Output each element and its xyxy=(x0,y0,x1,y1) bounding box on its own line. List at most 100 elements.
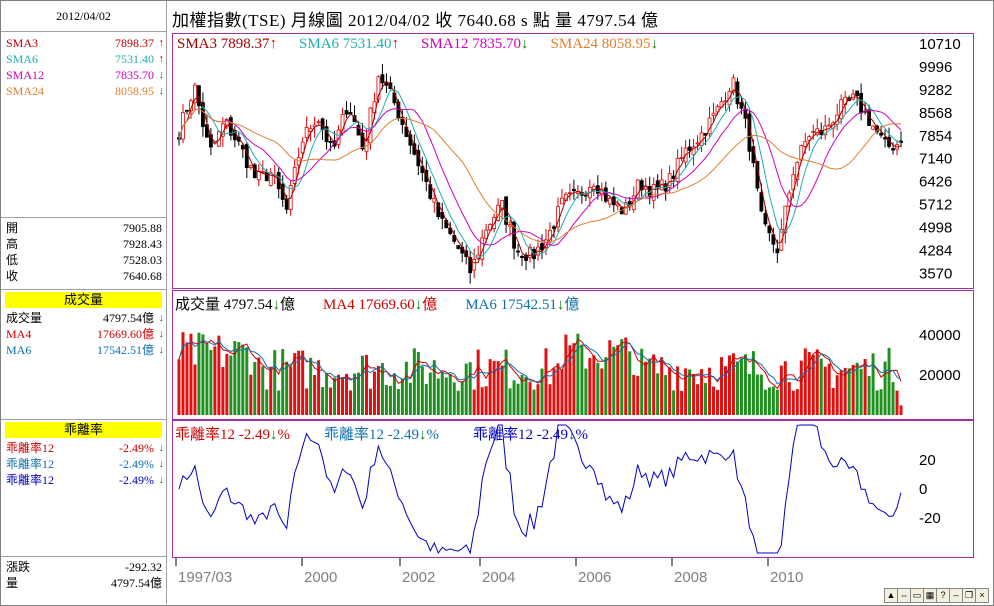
volume-panel[interactable]: 40000 20000 成交量 4797.54↓億 MA4 17669.60↓億 MA… xyxy=(172,290,974,420)
volume-bar xyxy=(712,386,716,415)
arrow-down-icon: ↓ xyxy=(158,85,165,97)
volume-ma6-line xyxy=(178,339,902,385)
candle-body xyxy=(260,171,265,173)
volume-bar xyxy=(871,353,875,415)
volume-row: 成交量 4797.54億 ↓ xyxy=(1,310,166,326)
volume-bar xyxy=(265,389,269,415)
legend-suffix: 億 xyxy=(422,297,438,313)
candle-body xyxy=(655,180,660,189)
ohlc-row-label: 低 xyxy=(6,253,19,267)
help-icon[interactable]: ? xyxy=(936,588,950,603)
window-icon[interactable]: ▭ xyxy=(910,588,924,603)
sma-row: SMA6 7531.40 ↑ xyxy=(1,51,166,67)
candle-body xyxy=(356,124,361,136)
volume-bar xyxy=(388,385,392,415)
arrow-down-icon: ↓ xyxy=(272,297,281,313)
legend-item: 乖離率12 -2.49↓% xyxy=(473,427,588,443)
volume-bar xyxy=(233,341,237,415)
volume-bar xyxy=(480,387,484,415)
volume-bar xyxy=(293,353,297,415)
arrow-down-icon: ↓ xyxy=(270,427,278,443)
volume-chart: 40000 20000 xyxy=(177,327,961,415)
volume-bar xyxy=(297,350,301,415)
volume-bar xyxy=(803,348,807,415)
volume-bar xyxy=(516,383,520,415)
minimize-icon[interactable]: – xyxy=(949,588,963,603)
bias-line xyxy=(178,424,902,555)
close-icon[interactable]: × xyxy=(975,588,989,603)
legend-text: MA6 17542.51 xyxy=(465,297,557,313)
bias-row: 乖離率12 -2.49% ↓ xyxy=(1,472,166,488)
x-tick-label: 2002 xyxy=(402,569,435,586)
candle-body xyxy=(344,110,349,115)
zoom-icon[interactable]: ▲ xyxy=(884,588,898,603)
volume-bar xyxy=(620,339,624,415)
legend-item: SMA3 7898.37↑ xyxy=(177,36,277,52)
volume-bar xyxy=(684,368,688,415)
candle-body xyxy=(264,171,269,182)
volume-bar xyxy=(879,389,883,415)
legend-text: 乖離率12 -2.49 xyxy=(175,427,270,443)
volume-bar xyxy=(763,389,767,415)
candle-body xyxy=(591,185,596,190)
arrow-down-icon: ↓ xyxy=(419,427,427,443)
candle-body xyxy=(328,141,333,143)
volume-bar xyxy=(460,381,464,415)
volume-bar xyxy=(731,353,735,415)
ohlc-row: 低 7528.03 xyxy=(1,252,166,268)
candle-body xyxy=(811,131,816,133)
volume-bar xyxy=(600,368,604,415)
volume-bar xyxy=(899,405,903,415)
info-panel: 2012/04/02 SMA3 7898.37 ↑ SMA6 7531.40 ↑ SMA12… xyxy=(1,1,167,604)
candle-body xyxy=(516,250,520,253)
candle-body xyxy=(639,180,644,191)
bias-panel[interactable]: 20 0 -20 乖離率12 -2.49↓% 乖離率12 -2.49↓% 乖離率12 -… xyxy=(172,420,974,558)
volume-bar xyxy=(700,369,704,415)
arrow-up-icon: ↑ xyxy=(158,53,165,65)
price-panel[interactable]: 10710 9996 9282 8568 7854 7140 6426 5712 4998 428… xyxy=(172,33,974,289)
volume-bar xyxy=(213,346,217,415)
candle-body xyxy=(871,125,875,130)
scroll-icon[interactable]: ⇔ xyxy=(897,588,911,603)
candle-body xyxy=(376,76,381,100)
volume-bar xyxy=(404,361,408,415)
legend-text: 乖離率12 -2.49 xyxy=(324,427,419,443)
volume-bar xyxy=(580,344,584,415)
volume-bar xyxy=(727,355,731,415)
calendar-icon[interactable]: ▦ xyxy=(923,588,937,603)
volume-row-label: MA6 xyxy=(6,343,32,357)
sma-row-label: SMA24 xyxy=(6,84,45,98)
candle-body xyxy=(360,132,365,150)
price-legend: SMA3 7898.37↑ SMA6 7531.40↑ SMA12 7835.70↓… xyxy=(177,36,680,53)
arrow-up-icon: ↑ xyxy=(158,37,165,49)
candle-body xyxy=(807,136,812,141)
volume-bar xyxy=(400,378,404,415)
bias-box: 乖離率 乖離率12 -2.49% ↓ 乖離率12 -2.49% ↓ 乖離率12 -2.49% ↓ xyxy=(1,420,166,557)
candle-body xyxy=(520,255,524,258)
ohlc-row-value: 7640.68 xyxy=(123,269,162,283)
candle-body xyxy=(300,141,305,154)
candle-body xyxy=(572,188,576,192)
volume-bar xyxy=(676,366,680,415)
volume-bar xyxy=(261,366,265,415)
bias-row-label: 乖離率12 xyxy=(6,457,55,471)
candle-body xyxy=(320,118,325,131)
volume-bar xyxy=(301,350,305,415)
volume-bar xyxy=(209,350,213,415)
y-tick-label: 9996 xyxy=(919,59,952,76)
volume-ma4-line xyxy=(178,338,902,390)
arrow-down-icon: ↓ xyxy=(414,297,423,313)
restore-icon[interactable]: ❐ xyxy=(962,588,976,603)
candle-body xyxy=(484,229,489,240)
volume-bar xyxy=(376,365,380,415)
volume-bar xyxy=(221,366,225,415)
candle-body xyxy=(540,243,544,251)
volume-bar xyxy=(456,390,460,415)
volume-bar xyxy=(596,362,600,415)
volume-bar xyxy=(747,373,751,415)
candle-body xyxy=(472,258,477,271)
candle-body xyxy=(400,116,405,125)
volume-bar xyxy=(384,385,388,415)
candle-body xyxy=(767,225,772,234)
y-tick-label: 5712 xyxy=(919,197,952,214)
